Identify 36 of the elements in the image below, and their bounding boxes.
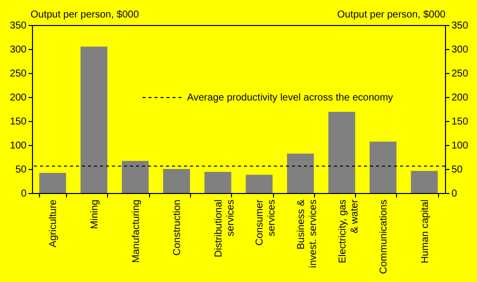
x-tick-label: Human capital xyxy=(420,200,431,264)
y2-tick-label: 50 xyxy=(452,164,464,176)
y-tick-label: 150 xyxy=(10,116,27,128)
bar xyxy=(370,142,396,193)
y2-tick-label: 0 xyxy=(452,188,458,200)
bar xyxy=(246,174,273,193)
legend-label: Average productivity level across the economy xyxy=(187,92,394,104)
y2-tick-label: 350 xyxy=(452,20,469,32)
y-tick-label: 250 xyxy=(10,68,27,80)
y2-tick-label: 300 xyxy=(452,44,469,56)
y-tick-label: 350 xyxy=(10,20,27,32)
x-tick-label: Distributional services xyxy=(213,200,236,258)
y2-axis-title: Output per person, $000 xyxy=(337,10,446,20)
bar xyxy=(410,170,438,193)
x-tick-label: Agriculture xyxy=(48,199,60,248)
bar xyxy=(80,46,108,193)
y-axis-title: Output per person, $000 xyxy=(30,10,140,20)
x-tick-label: Communications xyxy=(378,200,390,274)
bar xyxy=(287,154,314,193)
y-tick-label: 100 xyxy=(10,140,27,152)
x-tick-label: Mining xyxy=(89,200,100,229)
x-tick-label: Manufacturing xyxy=(130,200,142,263)
x-tick-label: Construction xyxy=(172,200,184,256)
y-tick-label: 300 xyxy=(10,44,27,56)
y2-tick-label: 250 xyxy=(452,68,469,80)
y-tick-label: 0 xyxy=(20,188,27,200)
bar xyxy=(328,112,356,193)
y-tick-label: 50 xyxy=(15,164,27,176)
bar xyxy=(204,172,232,193)
y-tick-label: 200 xyxy=(10,92,27,104)
bar xyxy=(39,172,66,193)
y2-tick-label: 150 xyxy=(452,116,469,128)
y2-tick-label: 200 xyxy=(452,92,469,104)
bar xyxy=(163,169,190,193)
y2-tick-label: 100 xyxy=(452,140,469,152)
bar xyxy=(122,160,149,193)
